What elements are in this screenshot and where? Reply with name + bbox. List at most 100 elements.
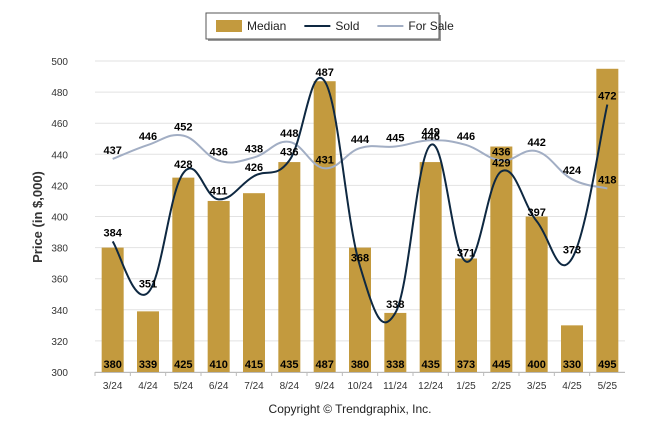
bar-5-25 <box>596 68 619 373</box>
sold-value-label: 436 <box>280 147 298 159</box>
median-value-label: 330 <box>563 359 581 371</box>
sold-value-label: 428 <box>174 159 192 171</box>
x-tick-label: 12/24 <box>418 381 443 392</box>
sold-value-label: 368 <box>351 252 369 264</box>
y-tick-label: 440 <box>51 150 68 161</box>
bar-8-24 <box>278 162 301 372</box>
y-tick-label: 480 <box>51 88 68 99</box>
for-sale-value-label: 452 <box>174 122 192 134</box>
bar-3-24 <box>101 247 124 372</box>
sold-value-label: 411 <box>210 185 228 197</box>
x-tick-label: 3/24 <box>103 381 123 392</box>
y-tick-label: 320 <box>51 337 68 348</box>
y-tick-label: 300 <box>51 368 68 379</box>
median-value-label: 339 <box>139 359 157 371</box>
median-value-label: 445 <box>492 359 510 371</box>
line-series <box>111 76 609 324</box>
x-tick-label: 10/24 <box>347 381 372 392</box>
median-value-label: 495 <box>598 359 616 371</box>
for-sale-value-label: 449 <box>421 126 439 138</box>
data-labels: 380 339 425 410 415 435 487 380 338 435 373 445 400 3… <box>103 67 616 371</box>
for-sale-value-label: 436 <box>209 147 227 159</box>
for-sale-value-label: 445 <box>386 133 404 145</box>
y-tick-label: 420 <box>51 181 68 192</box>
x-tick-label: 3/25 <box>527 381 547 392</box>
for-sale-value-label: 446 <box>139 131 157 143</box>
sold-value-label: 397 <box>527 207 545 219</box>
median-value-label: 338 <box>386 359 404 371</box>
x-tick-label: 2/25 <box>492 381 512 392</box>
x-tick-label: 5/24 <box>174 381 194 392</box>
median-value-label: 400 <box>527 359 545 371</box>
for-sale-value-label: 431 <box>315 154 333 166</box>
x-tick-label: 4/24 <box>138 381 158 392</box>
x-tick-label: 11/24 <box>383 381 408 392</box>
x-tick-label: 8/24 <box>280 381 300 392</box>
sold-value-label: 373 <box>563 244 581 256</box>
median-legend-swatch <box>216 20 242 32</box>
y-tick-label: 380 <box>51 244 68 255</box>
sold-value-label: 472 <box>598 91 616 103</box>
bar-4-25 <box>561 325 583 372</box>
median-value-label: 415 <box>245 359 263 371</box>
sold-value-label: 351 <box>139 279 157 291</box>
sold-value-label: 426 <box>245 162 263 174</box>
y-tick-label: 460 <box>51 119 68 130</box>
x-tick-label: 4/25 <box>562 381 582 392</box>
median-value-label: 435 <box>421 359 439 371</box>
for-sale-value-label: 437 <box>103 145 121 157</box>
y-axis: 300 320 340 360 380 400 420 440 460 480 500 <box>51 57 68 379</box>
x-tick-label: 5/25 <box>598 381 618 392</box>
median-value-label: 435 <box>280 359 298 371</box>
for-sale-value-label: 418 <box>598 175 616 187</box>
bar-2-25 <box>490 146 513 372</box>
bar-5-24 <box>172 177 195 372</box>
x-tick-label: 6/24 <box>209 381 229 392</box>
median-value-label: 380 <box>103 359 121 371</box>
sold-value-label: 446 <box>421 131 439 143</box>
for-sale-value-label: 442 <box>527 137 545 149</box>
copyright-text: Copyright © Trendgraphix, Inc. <box>269 402 432 416</box>
for-sale-value-label: 436 <box>492 147 510 159</box>
for-sale-value-label: 438 <box>245 143 263 155</box>
for-sale-line <box>112 133 608 190</box>
for-sale-value-label: 448 <box>280 128 298 140</box>
bar-4-24 <box>137 311 159 372</box>
median-value-label: 373 <box>457 359 475 371</box>
bar-9-24 <box>313 81 336 372</box>
for-sale-value-label: 424 <box>563 165 582 177</box>
for-sale-value-label: 446 <box>457 131 475 143</box>
y-axis-label: Price (in $,000) <box>30 171 45 263</box>
for-sale-value-label: 444 <box>351 134 370 146</box>
sold-value-label: 338 <box>386 299 404 311</box>
y-tick-label: 360 <box>51 275 68 286</box>
bar-3-25 <box>525 216 548 372</box>
for-sale-legend-label: For Sale <box>408 19 454 33</box>
sold-value-label: 384 <box>103 227 122 239</box>
sold-value-label: 429 <box>492 157 510 169</box>
median-bars <box>101 68 619 373</box>
bar-7-24 <box>243 193 265 372</box>
sold-value-label: 487 <box>315 67 333 79</box>
y-tick-label: 340 <box>51 306 68 317</box>
bar-6-24 <box>207 200 230 372</box>
median-value-label: 425 <box>174 359 192 371</box>
sold-legend-label: Sold <box>335 19 359 33</box>
sold-value-label: 371 <box>457 248 475 260</box>
median-legend-label: Median <box>247 19 286 33</box>
x-tick-label: 9/24 <box>315 381 335 392</box>
legend: Median Sold For Sale <box>205 12 454 41</box>
bar-12-24 <box>419 162 442 372</box>
median-value-label: 410 <box>209 359 227 371</box>
x-tick-label: 1/25 <box>456 381 476 392</box>
median-value-label: 380 <box>351 359 369 371</box>
x-axis: 3/24 4/24 5/24 6/24 7/24 8/24 9/24 10/24 11/24 12… <box>94 372 618 392</box>
sold-line <box>111 76 609 324</box>
bar-10-24 <box>349 247 371 372</box>
bar-1-25 <box>455 258 477 372</box>
y-tick-label: 500 <box>51 57 68 68</box>
y-tick-label: 400 <box>51 213 68 224</box>
bar-11-24 <box>384 312 407 372</box>
x-tick-label: 7/24 <box>244 381 264 392</box>
